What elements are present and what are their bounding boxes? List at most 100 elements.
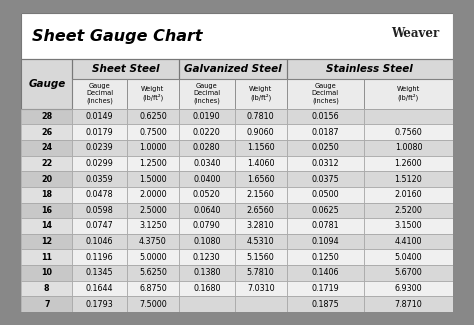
- Bar: [235, 79, 287, 109]
- Bar: [179, 234, 235, 250]
- Bar: [179, 187, 235, 202]
- Bar: [364, 265, 453, 281]
- Bar: [179, 124, 235, 140]
- Bar: [287, 79, 364, 109]
- Text: 0.0239: 0.0239: [86, 143, 113, 152]
- Bar: [21, 202, 72, 218]
- Bar: [21, 109, 72, 124]
- Text: 0.1094: 0.1094: [311, 237, 339, 246]
- Text: 0.0781: 0.0781: [311, 221, 339, 230]
- Bar: [287, 156, 364, 171]
- Bar: [364, 140, 453, 156]
- Bar: [127, 218, 179, 234]
- Text: 3.2810: 3.2810: [247, 221, 274, 230]
- Text: Weight
(lb/ft²): Weight (lb/ft²): [397, 86, 420, 101]
- Bar: [287, 234, 364, 250]
- Bar: [179, 124, 235, 140]
- Bar: [72, 187, 127, 202]
- Bar: [72, 124, 127, 140]
- Bar: [21, 140, 72, 156]
- Bar: [364, 202, 453, 218]
- Bar: [364, 250, 453, 265]
- Text: 1.5120: 1.5120: [394, 175, 422, 184]
- Bar: [21, 156, 72, 171]
- Text: 4.4100: 4.4100: [395, 237, 422, 246]
- Text: Gauge
Decimal
(inches): Gauge Decimal (inches): [86, 84, 113, 104]
- Bar: [127, 202, 179, 218]
- Bar: [179, 265, 235, 281]
- Text: 14: 14: [41, 221, 52, 230]
- Bar: [72, 140, 127, 156]
- Text: 7.5000: 7.5000: [139, 300, 167, 309]
- Bar: [127, 202, 179, 218]
- Text: 0.0790: 0.0790: [193, 221, 221, 230]
- Bar: [364, 296, 453, 312]
- Text: 2.5200: 2.5200: [394, 206, 422, 215]
- Bar: [127, 218, 179, 234]
- Text: Gauge
Decimal
(inches): Gauge Decimal (inches): [193, 84, 220, 104]
- Bar: [287, 187, 364, 202]
- Text: 0.7500: 0.7500: [139, 128, 167, 136]
- Bar: [179, 140, 235, 156]
- Bar: [21, 265, 72, 281]
- Bar: [287, 218, 364, 234]
- Bar: [364, 281, 453, 296]
- Text: 0.0625: 0.0625: [311, 206, 339, 215]
- Text: 0.6250: 0.6250: [139, 112, 167, 121]
- Bar: [364, 218, 453, 234]
- Bar: [72, 234, 127, 250]
- Text: 5.0000: 5.0000: [139, 253, 167, 262]
- Bar: [235, 156, 287, 171]
- Bar: [72, 59, 179, 79]
- Bar: [21, 140, 72, 156]
- Bar: [179, 156, 235, 171]
- Bar: [72, 171, 127, 187]
- Text: Weaver: Weaver: [392, 27, 440, 40]
- Bar: [364, 79, 453, 109]
- Bar: [364, 140, 453, 156]
- Text: 0.0400: 0.0400: [193, 175, 220, 184]
- Text: 3.1500: 3.1500: [395, 221, 422, 230]
- Text: 0.1680: 0.1680: [193, 284, 220, 293]
- Bar: [21, 59, 72, 109]
- Text: 6.8750: 6.8750: [139, 284, 167, 293]
- Text: 7.8710: 7.8710: [394, 300, 422, 309]
- Bar: [287, 140, 364, 156]
- Bar: [21, 13, 453, 59]
- Bar: [72, 140, 127, 156]
- Bar: [235, 281, 287, 296]
- Text: 2.0000: 2.0000: [139, 190, 167, 199]
- Text: 18: 18: [41, 190, 52, 199]
- Bar: [127, 265, 179, 281]
- Bar: [287, 79, 364, 109]
- Bar: [364, 281, 453, 296]
- Text: 0.0500: 0.0500: [311, 190, 339, 199]
- Bar: [127, 250, 179, 265]
- Bar: [287, 124, 364, 140]
- Text: 0.0250: 0.0250: [311, 143, 339, 152]
- Bar: [179, 296, 235, 312]
- Text: 0.1793: 0.1793: [86, 300, 113, 309]
- Text: 12: 12: [41, 237, 52, 246]
- Text: 5.6250: 5.6250: [139, 268, 167, 278]
- Bar: [21, 218, 72, 234]
- Text: 0.0190: 0.0190: [193, 112, 220, 121]
- Text: Weight
(lb/ft²): Weight (lb/ft²): [249, 86, 273, 101]
- Bar: [235, 218, 287, 234]
- Text: 0.0359: 0.0359: [86, 175, 113, 184]
- Text: 1.6560: 1.6560: [247, 175, 274, 184]
- Bar: [287, 265, 364, 281]
- Bar: [235, 187, 287, 202]
- Bar: [179, 218, 235, 234]
- Bar: [235, 296, 287, 312]
- Bar: [127, 250, 179, 265]
- Bar: [21, 218, 72, 234]
- Bar: [235, 140, 287, 156]
- Bar: [127, 156, 179, 171]
- Bar: [127, 234, 179, 250]
- Bar: [287, 59, 453, 79]
- Bar: [235, 202, 287, 218]
- Bar: [287, 202, 364, 218]
- Bar: [21, 265, 72, 281]
- Text: 0.0312: 0.0312: [311, 159, 339, 168]
